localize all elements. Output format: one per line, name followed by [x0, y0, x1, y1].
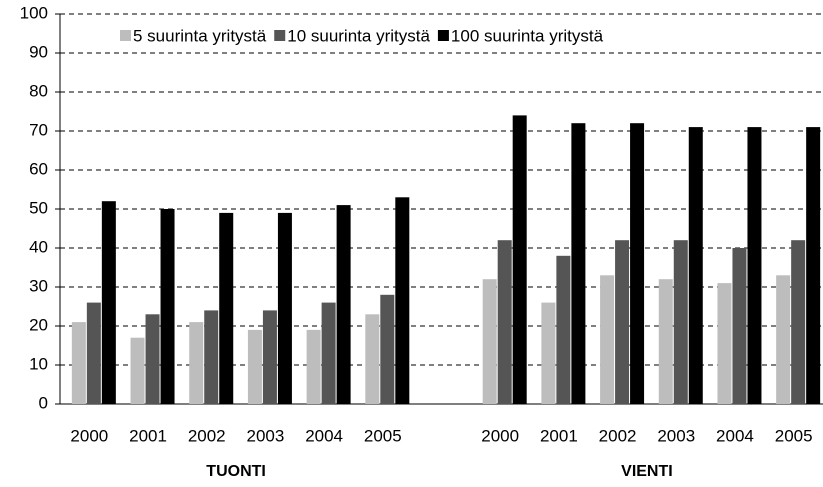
- x-tick-label: 2005: [364, 426, 402, 445]
- group-label: VIENTI: [621, 463, 673, 480]
- bar: [732, 248, 747, 404]
- bar: [482, 279, 497, 404]
- bar: [615, 240, 630, 404]
- x-tick-label: 2001: [129, 426, 167, 445]
- bar: [395, 197, 410, 404]
- bar: [688, 127, 703, 404]
- y-tick-label: 80: [29, 81, 48, 100]
- x-tick-label: 2003: [657, 426, 695, 445]
- y-tick-label: 10: [29, 354, 48, 373]
- x-tick-label: 2003: [247, 426, 285, 445]
- y-tick-label: 30: [29, 276, 48, 295]
- bar: [630, 123, 645, 404]
- bar: [673, 240, 688, 404]
- bar: [791, 240, 806, 404]
- x-tick-label: 2000: [481, 426, 519, 445]
- legend-swatch: [274, 30, 286, 41]
- y-tick-label: 20: [29, 315, 48, 334]
- y-tick-label: 60: [29, 159, 48, 178]
- bar: [512, 115, 527, 405]
- x-tick-label: 2004: [305, 426, 343, 445]
- bar: [71, 322, 86, 404]
- bar: [160, 209, 175, 404]
- bar: [776, 275, 791, 404]
- bar: [219, 212, 234, 404]
- y-tick-label: 40: [29, 237, 48, 256]
- bar: [658, 279, 673, 404]
- bar: [806, 127, 821, 404]
- bar: [365, 314, 380, 404]
- x-tick-label: 2000: [70, 426, 108, 445]
- bar: [189, 322, 204, 404]
- x-tick-label: 2002: [188, 426, 226, 445]
- bar: [321, 302, 336, 404]
- y-tick-label: 70: [29, 120, 48, 139]
- bar: [747, 127, 762, 404]
- bar: [336, 205, 351, 404]
- y-tick-label: 50: [29, 198, 48, 217]
- bar: [541, 302, 556, 404]
- bar: [130, 337, 145, 404]
- bar: [145, 314, 160, 404]
- bar: [571, 123, 586, 404]
- bar: [204, 310, 219, 404]
- bar: [262, 310, 277, 404]
- y-tick-label: 90: [29, 42, 48, 61]
- group-label: TUONTI: [206, 463, 266, 480]
- bar: [717, 283, 732, 404]
- x-tick-label: 2002: [599, 426, 637, 445]
- y-tick-label: 100: [20, 3, 48, 22]
- bar: [497, 240, 512, 404]
- legend-label: 10 suurinta yritystä: [287, 26, 430, 45]
- bar: [86, 302, 101, 404]
- x-tick-label: 2004: [716, 426, 754, 445]
- x-tick-label: 2005: [775, 426, 813, 445]
- x-tick-label: 2001: [540, 426, 578, 445]
- bar: [247, 329, 262, 404]
- legend: 5 suurinta yritystä 10 suurinta yritystä 1…: [112, 25, 802, 47]
- legend-label: 5 suurinta yritystä: [133, 26, 267, 45]
- legend-swatch: [120, 30, 131, 41]
- bar: [277, 212, 292, 404]
- bar: [306, 329, 321, 404]
- legend-label: 100 suurinta yritystä: [451, 26, 604, 45]
- bar: [101, 201, 116, 404]
- bar: [556, 255, 571, 404]
- legend-swatch: [437, 30, 449, 41]
- bar: [380, 294, 395, 404]
- bar: [600, 275, 615, 404]
- y-tick-label: 0: [39, 393, 48, 412]
